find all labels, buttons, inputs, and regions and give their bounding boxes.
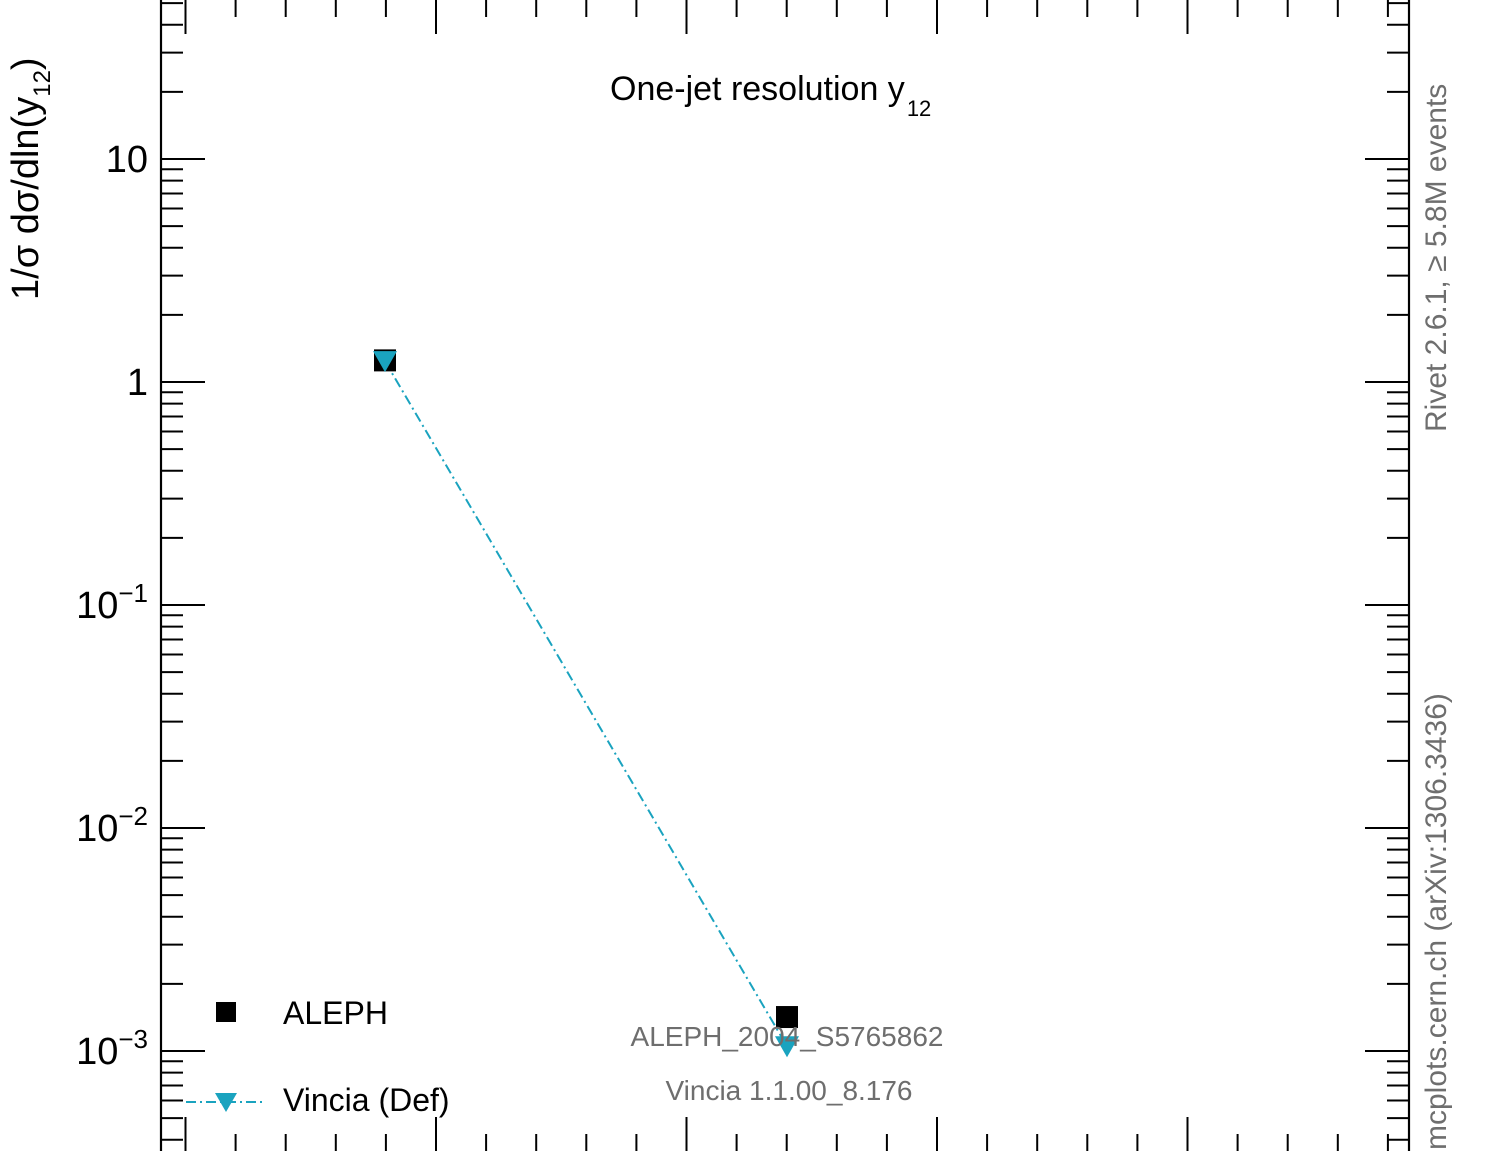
y-tick-label-base: 10 [76,585,118,627]
y-tick-label: 10 [106,139,148,181]
y-tick-label: 1 [127,362,148,404]
rivet-version-label: Rivet 2.6.1, ≥ 5.8M events [1420,84,1453,432]
analysis-label: ALEPH_2004_S5765862 [631,1021,944,1052]
y-tick-label-exponent: −2 [118,801,148,831]
y-tick-label-base: 1 [127,362,148,404]
series-line-1 [384,360,788,1047]
series-lines [384,360,788,1047]
y-tick-label: 10−1 [76,578,148,627]
series-markers [373,349,799,1058]
y-tick-label-base: 10 [106,139,148,181]
mcplots-source-label: mcplots.cern.ch (arXiv:1306.3436) [1420,693,1453,1150]
generator-label: Vincia 1.1.00_8.176 [665,1075,912,1106]
y-tick-label-exponent: −1 [118,578,148,608]
vincia-point-1 [775,1036,799,1058]
axis-ticks [161,0,1409,1151]
y-tick-label-base: 10 [76,1031,118,1073]
legend-label-aleph: ALEPH [283,995,388,1031]
plot-frame [159,0,1411,1151]
y-tick-label: 10−3 [76,1024,148,1073]
y-tick-label-base: 10 [76,808,118,850]
legend-label-vincia: Vincia (Def) [283,1082,450,1118]
y-tick-label: 10−2 [76,801,148,850]
legend-marker-aleph [216,1002,236,1022]
y-axis-label-close: ) [5,57,47,70]
aleph-point-1 [776,1006,798,1029]
legend-marker-vincia [215,1093,237,1112]
chart-title-subscript: 12 [907,96,931,121]
legend: ALEPH Vincia (Def) [186,995,450,1118]
chart-title: One-jet resolution y12 [610,70,931,121]
y-tick-label-exponent: −3 [118,1024,148,1054]
y-axis-label: 1/σ dσ/dln(y12) [5,57,56,300]
vincia-point-0 [373,351,397,373]
y-axis-label-subscript: 12 [29,70,56,97]
